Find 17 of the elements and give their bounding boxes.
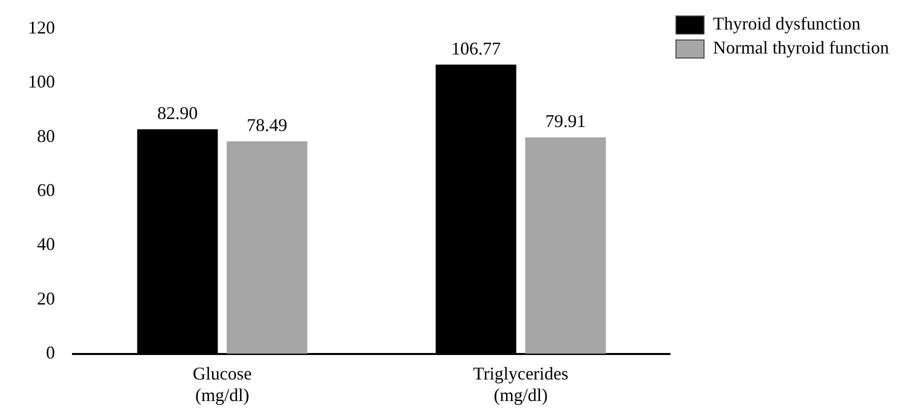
bar [525,137,606,354]
data-label: 78.49 [246,114,288,135]
data-label: 106.77 [451,38,501,58]
y-tick-label: 100 [28,72,55,92]
y-tick-label: 120 [28,18,55,38]
bar [226,141,308,354]
y-tick-label: 60 [37,180,55,200]
data-label: 79.91 [545,111,586,132]
legend-label: Normal thyroid function [713,38,889,58]
x-tick-label: Glucose (mg/dl) [192,363,252,405]
y-tick-label: 0 [46,342,55,363]
y-tick-label: 80 [37,126,55,146]
y-tick-label: 20 [37,288,55,308]
y-tick-label: 40 [37,234,55,254]
legend-label: Thyroid dysfunction [713,14,860,34]
x-tick-label: Triglycerides (mg/dl) [473,363,568,405]
data-label: 82.90 [157,103,198,124]
